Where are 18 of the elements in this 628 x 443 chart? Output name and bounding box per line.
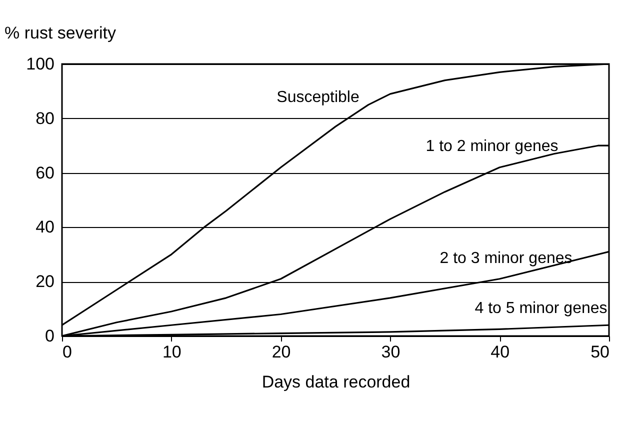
series-label: 4 to 5 minor genes [474,300,608,317]
y-tick-label: 60 [36,163,54,182]
series-label: 1 to 2 minor genes [426,138,558,155]
x-tick-label: 0 [62,342,72,362]
x-tick-label: 30 [381,342,400,362]
series-label: Susceptible [276,89,360,106]
y-tick-label: 20 [36,272,54,292]
x-tick-label: 40 [490,342,510,362]
x-tick-label: 20 [272,342,291,362]
y-axis-title: % rust severity [4,24,116,42]
y-tick-label: 100 [26,54,54,74]
y-tick-label: 40 [36,218,54,237]
x-tick-label: 50 [590,342,610,362]
y-tick-label: 0 [45,326,54,346]
series-label: 2 to 3 minor genes [440,250,572,267]
x-tick-label: 10 [162,342,182,362]
x-axis-title: Days data recorded [262,372,410,392]
y-tick-label: 80 [36,108,54,128]
